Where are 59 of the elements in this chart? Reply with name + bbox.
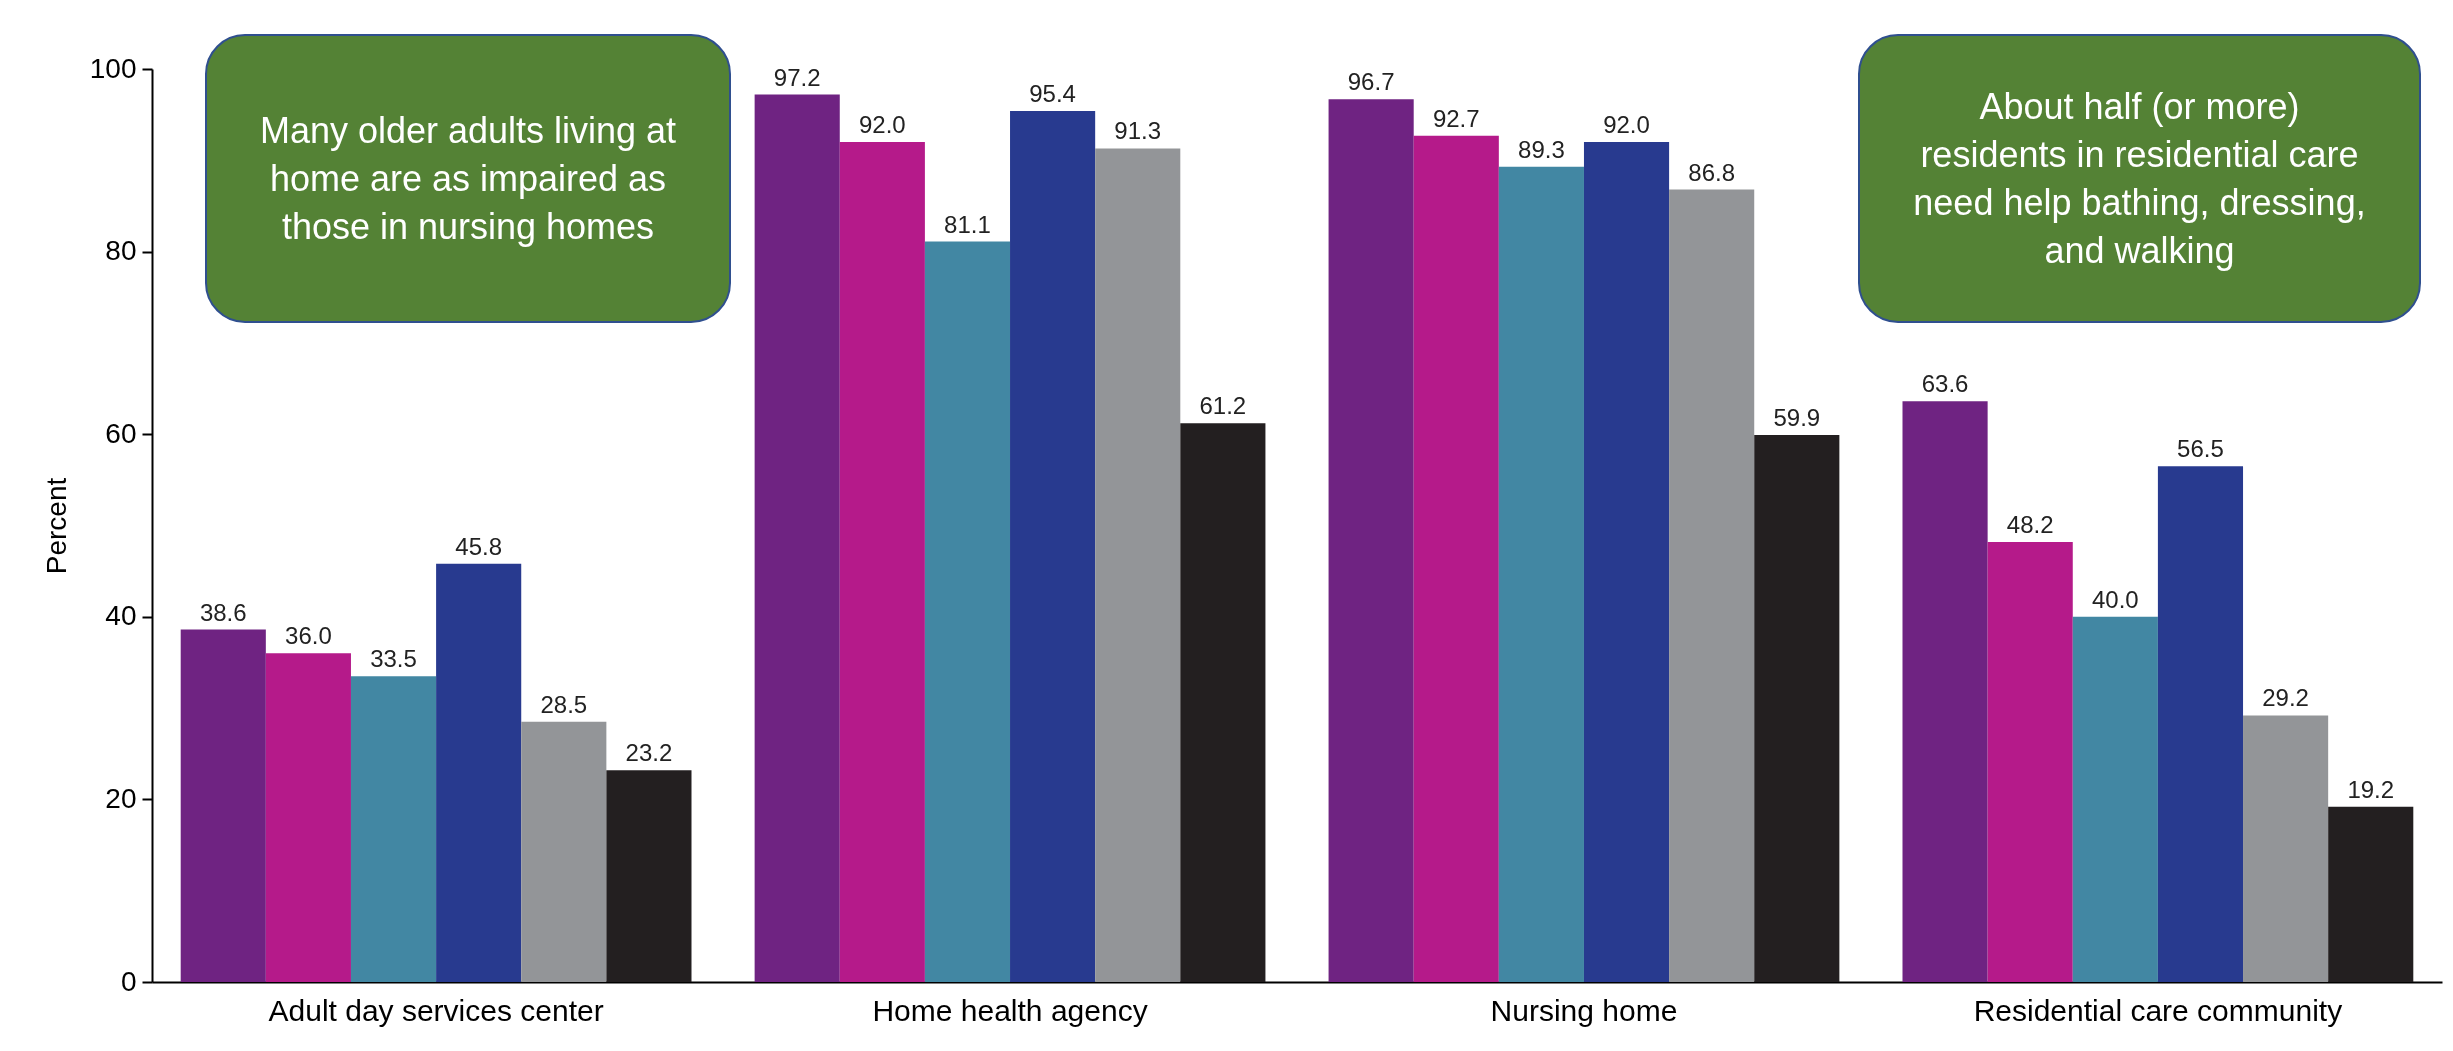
bar bbox=[924, 241, 1011, 982]
bar bbox=[1328, 99, 1414, 982]
bar bbox=[1754, 435, 1840, 982]
bar bbox=[521, 721, 607, 982]
text: 92.0 bbox=[858, 111, 906, 139]
bar bbox=[2072, 616, 2158, 982]
bar bbox=[839, 142, 925, 982]
bar bbox=[2243, 715, 2329, 982]
y-axis-title: Percent bbox=[40, 477, 72, 575]
text: 36.0 bbox=[285, 622, 332, 650]
text: 96.7 bbox=[1347, 68, 1395, 96]
text: 19.2 bbox=[2347, 775, 2395, 803]
text: 29.2 bbox=[2262, 684, 2309, 712]
y-tick-label: 80 bbox=[105, 235, 137, 267]
bar bbox=[1583, 142, 1670, 982]
bar bbox=[1669, 189, 1755, 982]
x-tick-label: Adult day services center bbox=[268, 993, 604, 1027]
bar bbox=[265, 653, 351, 982]
text: 40.0 bbox=[2091, 585, 2139, 613]
bar bbox=[180, 629, 266, 982]
text: 38.6 bbox=[199, 598, 247, 626]
bar bbox=[754, 94, 840, 982]
text: 91.3 bbox=[1114, 117, 1162, 145]
text: 86.8 bbox=[1688, 158, 1736, 186]
bar bbox=[1902, 401, 1988, 982]
text: 61.2 bbox=[1199, 392, 1247, 420]
bar bbox=[606, 770, 692, 982]
bar bbox=[1413, 135, 1499, 982]
text: 59.9 bbox=[1773, 404, 1821, 432]
text: 48.2 bbox=[2006, 510, 2054, 538]
text: 81.1 bbox=[944, 210, 991, 238]
text: 28.5 bbox=[540, 690, 588, 718]
text: 92.0 bbox=[1603, 111, 1650, 139]
x-tick-label: Nursing home bbox=[1490, 993, 1678, 1027]
y-tick-label: 20 bbox=[105, 782, 137, 814]
y-tick-label: 60 bbox=[105, 417, 137, 449]
x-tick-label: Home health agency bbox=[872, 993, 1148, 1027]
y-tick-label: 100 bbox=[89, 52, 137, 84]
bar bbox=[1180, 423, 1266, 982]
bar bbox=[1987, 541, 2073, 982]
y-tick-label: 0 bbox=[120, 965, 137, 997]
bar bbox=[350, 676, 437, 982]
bar bbox=[1010, 111, 1096, 982]
text: 33.5 bbox=[370, 645, 417, 673]
text: 95.4 bbox=[1029, 80, 1076, 107]
x-tick-label: Residential care community bbox=[1973, 993, 2343, 1027]
text: 56.5 bbox=[2177, 435, 2224, 463]
text: 45.8 bbox=[455, 532, 503, 560]
bar bbox=[2328, 806, 2414, 982]
bar bbox=[1095, 148, 1181, 982]
bar bbox=[436, 563, 522, 982]
bar bbox=[1498, 166, 1584, 982]
bar bbox=[2157, 466, 2244, 982]
text: 92.7 bbox=[1432, 104, 1480, 132]
text: 63.6 bbox=[1921, 370, 1969, 398]
text: 89.3 bbox=[1518, 135, 1565, 163]
text: 97.2 bbox=[773, 63, 821, 91]
text: 23.2 bbox=[625, 739, 673, 767]
y-tick-label: 40 bbox=[105, 600, 137, 632]
